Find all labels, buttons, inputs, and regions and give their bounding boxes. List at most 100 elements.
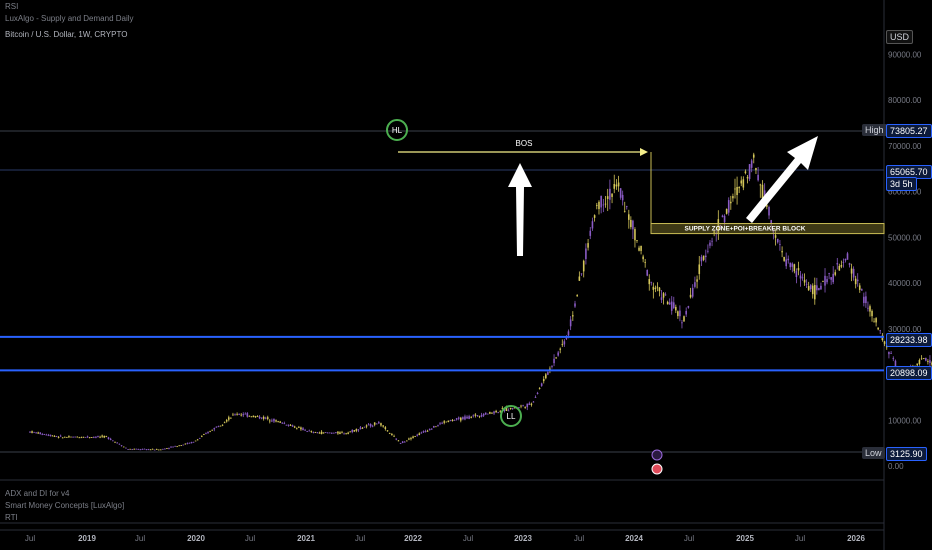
candle-body — [320, 431, 323, 435]
candle-body — [524, 407, 526, 408]
candle-body — [137, 449, 140, 450]
candle-body — [116, 442, 118, 444]
candle-body — [341, 432, 343, 434]
candle-body — [727, 200, 730, 213]
x-tick-label: 2025 — [736, 534, 754, 543]
candle-body — [713, 231, 715, 234]
candle-body — [176, 446, 178, 448]
candle-body — [196, 439, 199, 441]
candle-body — [497, 412, 499, 414]
candle-body — [528, 403, 531, 406]
candle-body — [219, 425, 222, 427]
x-tick-label: 2023 — [514, 534, 532, 543]
candle-body — [151, 448, 154, 450]
candle-body — [192, 441, 195, 443]
candle-body — [700, 256, 703, 262]
candle-body — [468, 416, 470, 419]
indicator-label-adx[interactable]: ADX and DI for v4 — [5, 489, 70, 498]
candle-body — [391, 434, 393, 436]
x-tick-label: 2026 — [847, 534, 865, 543]
candle-body — [719, 225, 722, 228]
candle-body — [127, 449, 129, 450]
candle-body — [642, 256, 644, 260]
candle-body — [580, 273, 583, 275]
candle-body — [353, 430, 356, 432]
candle-body — [275, 420, 277, 422]
candle-body — [68, 436, 70, 438]
candle-body — [273, 418, 275, 422]
indicator-label-smc[interactable]: Smart Money Concepts [LuxAlgo] — [5, 501, 125, 510]
currency-button[interactable]: USD — [886, 30, 914, 44]
candle-body — [316, 432, 319, 434]
candle-body — [779, 244, 781, 245]
candle-body — [393, 435, 395, 437]
candle-body — [80, 437, 83, 439]
candle-body — [634, 229, 636, 241]
candle-body — [180, 445, 183, 447]
candle-body — [677, 311, 679, 317]
candle-body — [789, 262, 792, 268]
candle-body — [715, 232, 718, 234]
candle-body — [258, 416, 261, 419]
candle-body — [227, 417, 230, 420]
candle-body — [691, 287, 694, 297]
candle-body — [683, 316, 685, 322]
candle-body — [359, 427, 362, 429]
bos-arrowhead — [640, 148, 648, 156]
candle-body — [759, 184, 762, 186]
candle-body — [399, 443, 402, 444]
candle-body — [371, 425, 374, 427]
candle-body — [602, 204, 605, 206]
candle-body — [99, 436, 101, 438]
candle-body — [559, 348, 562, 350]
indicator-label-rsi[interactable]: RSI — [5, 2, 19, 11]
candle-body — [757, 174, 759, 181]
candle-body — [803, 279, 806, 283]
candle-body — [801, 277, 804, 279]
candle-body — [339, 432, 341, 435]
candle-body — [369, 423, 372, 427]
candle-body — [836, 263, 839, 265]
indicator-label-supply-demand[interactable]: LuxAlgo - Supply and Demand Daily — [5, 14, 134, 23]
candle-body — [157, 449, 160, 451]
candle-body — [567, 331, 570, 336]
candle-body — [281, 422, 284, 424]
candle-body — [783, 256, 785, 261]
candle-body — [587, 243, 589, 248]
candle-body — [850, 268, 853, 274]
candle-body — [892, 358, 895, 359]
candle-body — [848, 263, 851, 265]
candle-body — [702, 255, 705, 260]
candle-body — [433, 425, 435, 428]
candle-body — [367, 424, 370, 426]
candle-body — [834, 272, 837, 275]
candle-body — [293, 426, 296, 428]
candle-body — [382, 425, 384, 427]
candle-body — [355, 429, 358, 431]
candle-body — [766, 204, 768, 207]
candle-body — [242, 414, 245, 416]
candle-body — [920, 358, 923, 360]
candle-body — [776, 238, 779, 243]
candle-body — [619, 188, 622, 198]
candle-body — [318, 432, 321, 434]
candle-body — [480, 414, 483, 417]
candle-body — [422, 431, 425, 433]
candle-body — [582, 260, 585, 272]
x-tick-label: Jul — [245, 534, 255, 543]
candle-body — [474, 414, 477, 416]
candle-body — [768, 206, 770, 216]
candle-body — [569, 319, 572, 327]
candle-body — [186, 443, 189, 445]
candle-body — [139, 449, 142, 451]
hl-label: HL — [392, 126, 403, 135]
x-tick-label: Jul — [574, 534, 584, 543]
candle-body — [55, 436, 58, 438]
candle-body — [401, 441, 404, 443]
indicator-label-rti[interactable]: RTI — [5, 513, 18, 522]
candle-body — [418, 433, 421, 436]
candle-body — [476, 415, 479, 416]
candle-body — [147, 449, 150, 451]
x-tick-label: Jul — [135, 534, 145, 543]
